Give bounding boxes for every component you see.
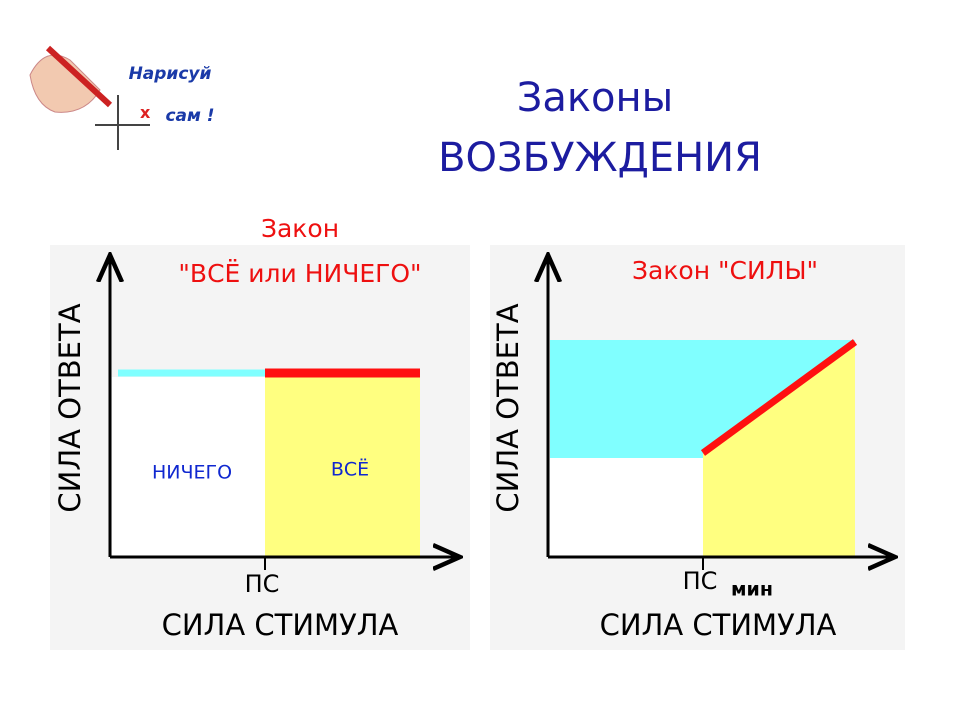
left-diagram: Закон "ВСЁ или НИЧЕГО" СИЛА ОТВЕТА НИЧЕГ… — [50, 214, 470, 650]
title: Законы — [517, 75, 674, 121]
tick-label: ПС — [245, 570, 280, 598]
panel-title: "ВСЁ или НИЧЕГО" — [178, 259, 421, 288]
panel-title: Закон "СИЛЫ" — [632, 256, 818, 285]
panel-title: Закон — [261, 214, 339, 243]
region — [112, 377, 265, 557]
region-label: НИЧЕГО — [152, 462, 232, 484]
region-label: ВСЁ — [331, 458, 369, 481]
x-axis-label: СИЛА СТИМУЛА — [600, 608, 837, 642]
logo-text: сам ! — [165, 106, 214, 126]
x-axis-label: СИЛА СТИМУЛА — [162, 608, 399, 642]
region — [550, 458, 703, 557]
region — [265, 377, 420, 557]
right-diagram: Закон "СИЛЫ" СИЛА ОТВЕТА ПС мин СИЛА СТИ… — [490, 245, 905, 650]
y-axis-label: СИЛА ОТВЕТА — [491, 303, 525, 512]
logo-x: x — [140, 103, 151, 122]
tick-label: ПС — [683, 567, 718, 595]
logo: x Нарисуй сам ! — [29, 45, 215, 150]
y-axis-label: СИЛА ОТВЕТА — [53, 303, 87, 512]
region — [703, 345, 855, 557]
logo-text: Нарисуй — [129, 64, 212, 84]
tick-label-sub: мин — [731, 579, 773, 601]
title: ВОЗБУЖДЕНИЯ — [438, 135, 762, 181]
response-line — [700, 339, 858, 456]
